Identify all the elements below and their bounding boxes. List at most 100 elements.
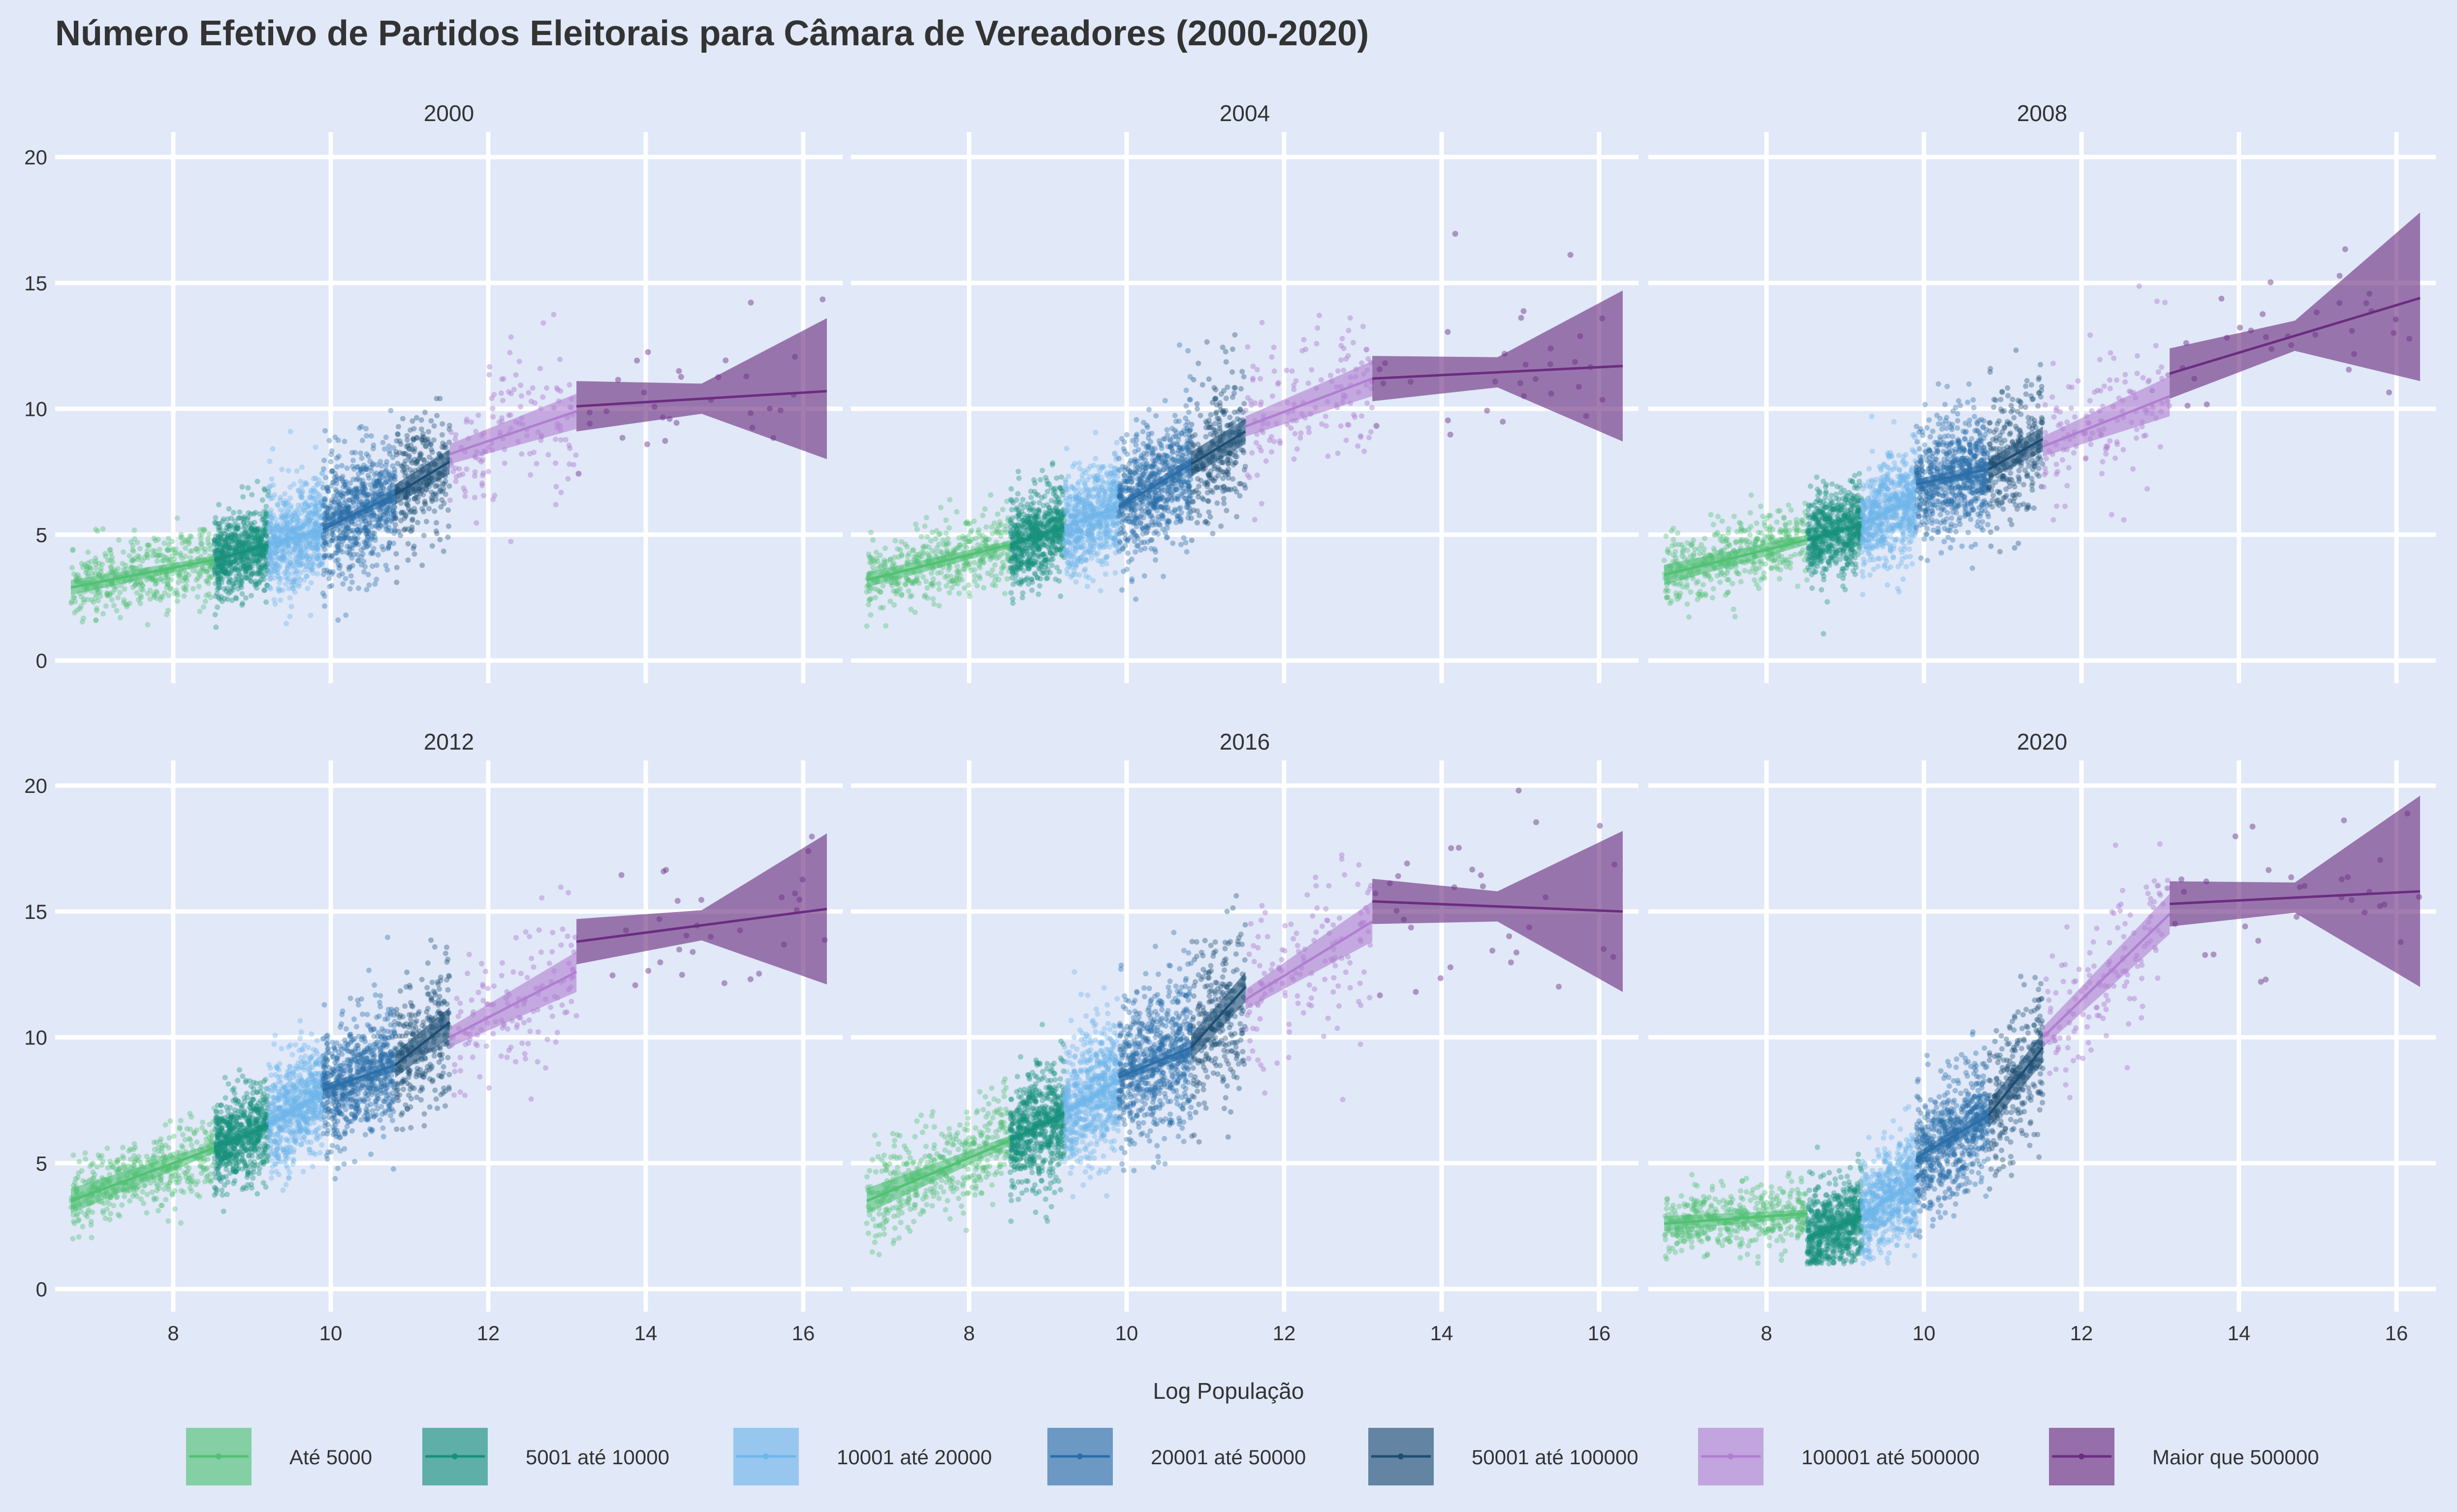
scatter-point — [461, 485, 467, 491]
scatter-point — [288, 571, 294, 577]
scatter-point — [899, 593, 905, 598]
scatter-point — [212, 569, 218, 575]
scatter-point — [225, 541, 231, 547]
scatter-point — [1021, 518, 1027, 523]
scatter-point — [139, 582, 145, 588]
scatter-point — [437, 536, 443, 542]
scatter-point — [1036, 591, 1041, 597]
scatter-point — [421, 533, 427, 538]
scatter-point — [1001, 550, 1007, 556]
scatter-point — [519, 451, 525, 457]
scatter-point — [165, 557, 171, 563]
scatter-point — [322, 603, 327, 609]
scatter-point — [1108, 492, 1114, 498]
scatter-point — [532, 400, 538, 406]
scatter-point — [937, 531, 943, 536]
scatter-point — [184, 583, 189, 589]
scatter-point — [867, 588, 873, 594]
scatter-point — [1098, 588, 1103, 594]
scatter-point — [972, 567, 977, 573]
scatter-point — [230, 587, 235, 593]
scatter-point — [105, 558, 111, 564]
scatter-point — [931, 601, 937, 607]
scatter-point — [199, 567, 205, 572]
scatter-point — [150, 548, 156, 554]
scatter-point — [249, 570, 254, 576]
scatter-point — [186, 541, 191, 547]
scatter-point — [1008, 590, 1014, 596]
scatter-point — [117, 615, 123, 621]
scatter-point — [158, 594, 163, 599]
scatter-point — [223, 571, 229, 576]
scatter-point — [320, 571, 326, 577]
scatter-point — [492, 493, 498, 499]
scatter-point — [1064, 570, 1070, 576]
scatter-point — [1110, 521, 1116, 526]
scatter-point — [224, 571, 230, 576]
scatter-point — [508, 334, 514, 340]
scatter-point — [174, 515, 180, 521]
scatter-point — [1010, 596, 1015, 602]
scatter-point — [120, 561, 126, 567]
scatter-point — [1095, 531, 1101, 537]
scatter-point — [358, 562, 364, 567]
scatter-point — [392, 522, 398, 528]
scatter-point — [99, 562, 105, 567]
scatter-point — [1038, 477, 1043, 483]
scatter-point — [282, 491, 288, 497]
scatter-point — [1074, 509, 1080, 515]
scatter-point — [1064, 445, 1070, 451]
scatter-point — [253, 581, 259, 587]
scatter-point — [309, 560, 315, 566]
scatter-point — [264, 534, 270, 540]
scatter-point — [289, 582, 295, 588]
scatter-point — [346, 550, 352, 556]
scatter-point — [172, 550, 178, 556]
scatter-point — [1033, 512, 1039, 518]
scatter-point — [199, 541, 205, 547]
scatter-point — [111, 602, 117, 608]
scatter-point — [213, 520, 219, 526]
scatter-point — [93, 617, 99, 623]
confidence-band — [576, 318, 827, 459]
scatter-point — [421, 509, 426, 514]
scatter-point — [877, 589, 883, 595]
scatter-point — [245, 485, 251, 491]
scatter-point — [966, 590, 972, 596]
scatter-point — [258, 534, 264, 540]
scatter-point — [334, 464, 340, 470]
scatter-point — [819, 296, 826, 303]
scatter-point — [146, 542, 152, 548]
scatter-point — [427, 441, 433, 447]
scatter-point — [394, 579, 400, 585]
scatter-point — [254, 530, 260, 536]
scatter-point — [615, 377, 621, 383]
scatter-point — [123, 566, 129, 572]
scatter-point — [238, 557, 244, 563]
scatter-point — [265, 513, 271, 519]
scatter-point — [140, 587, 146, 593]
scatter-point — [173, 588, 179, 594]
scatter-point — [213, 515, 219, 521]
scatter-point — [1021, 560, 1027, 566]
scatter-point — [992, 583, 998, 589]
scatter-point — [305, 516, 311, 522]
scatter-point — [567, 445, 573, 451]
scatter-point — [1026, 505, 1032, 511]
scatter-point — [415, 456, 421, 462]
scatter-point — [998, 530, 1004, 536]
scatter-point — [323, 474, 329, 480]
scatter-point — [242, 540, 248, 546]
scatter-point — [573, 452, 579, 458]
scatter-point — [180, 578, 186, 584]
scatter-point — [305, 586, 311, 592]
scatter-point — [989, 567, 995, 573]
scatter-point — [1111, 470, 1117, 475]
scatter-point — [231, 533, 237, 539]
scatter-point — [128, 558, 134, 564]
scatter-point — [662, 438, 668, 444]
scatter-point — [676, 368, 682, 374]
scatter-point — [165, 607, 171, 613]
scatter-point — [434, 520, 440, 526]
scatter-point — [138, 579, 143, 585]
